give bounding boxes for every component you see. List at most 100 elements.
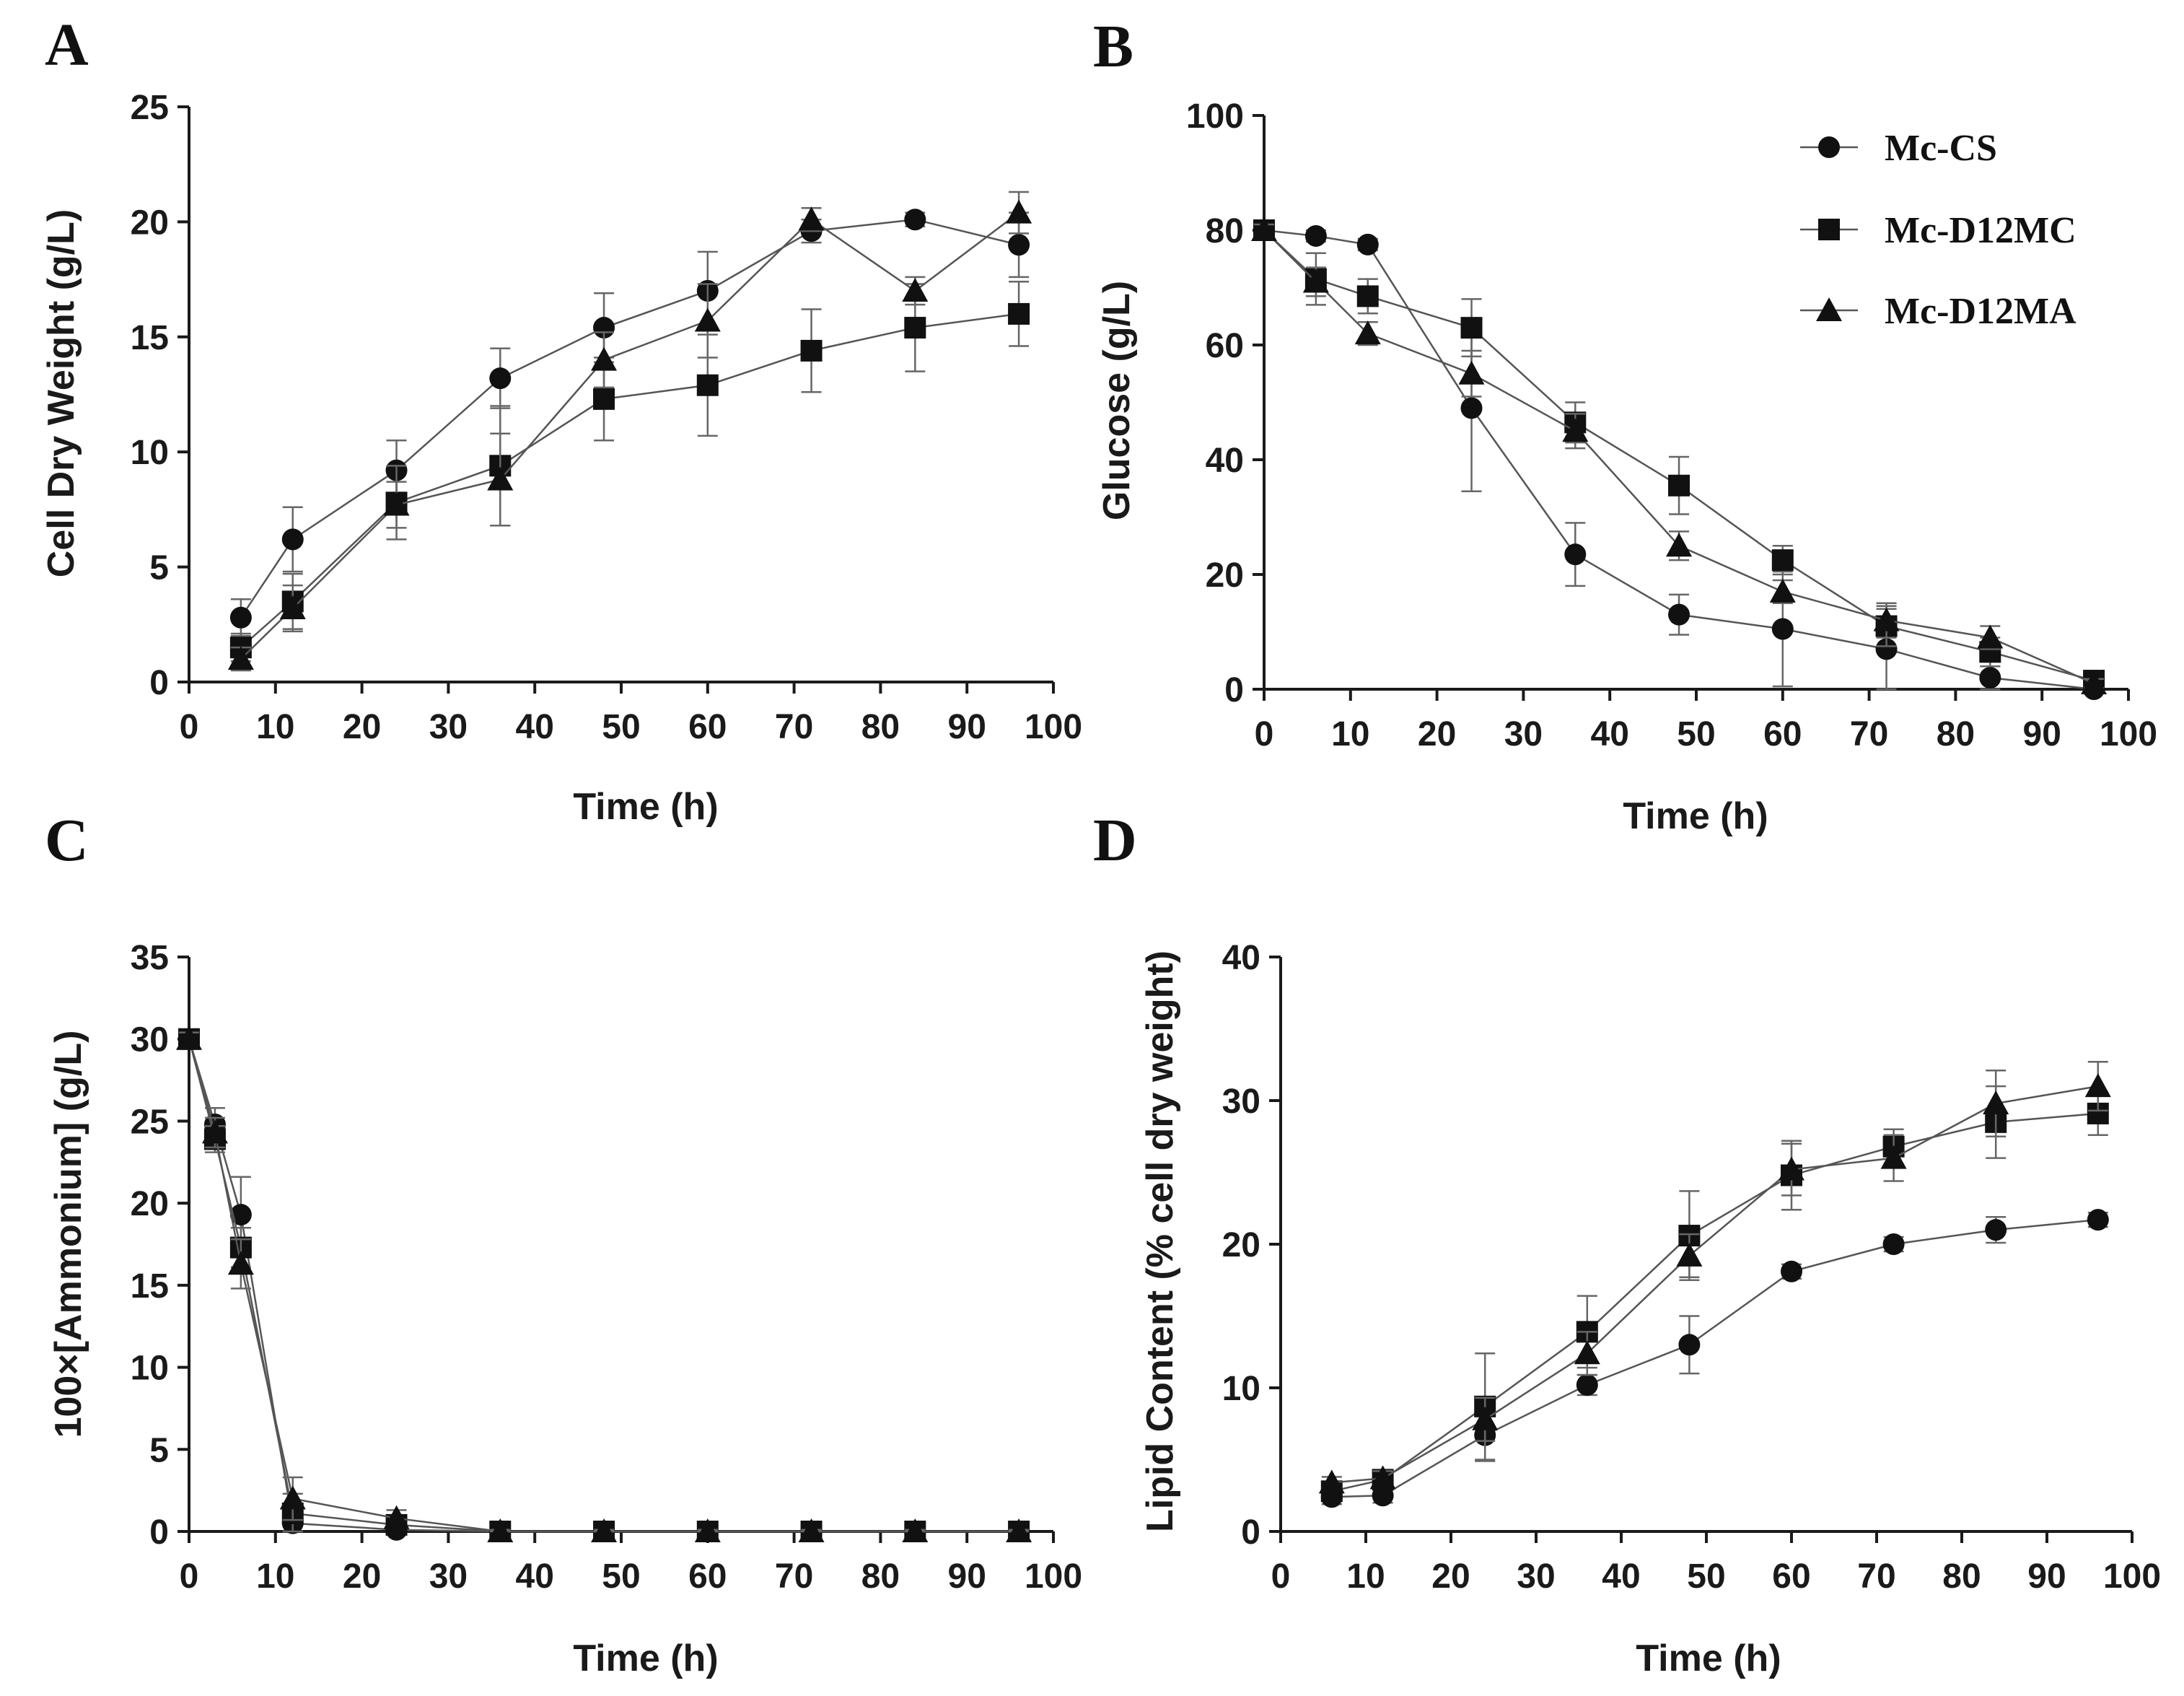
panel-d-data-point-mc-d12ma bbox=[1779, 1156, 1804, 1181]
panel-b-data-point-mc-cs bbox=[1979, 667, 2001, 689]
panel-b-data-point-mc-d12ma bbox=[1302, 268, 1329, 293]
panel-c-y-tick-label: 5 bbox=[149, 1431, 169, 1469]
panel-d-data-point-mc-d12ma bbox=[1574, 1340, 1600, 1365]
panel-c-x-tick-label: 90 bbox=[948, 1557, 986, 1596]
panel-b-data-point-mc-d12ma bbox=[2081, 670, 2108, 695]
panel-b-x-tick-label: 70 bbox=[1850, 715, 1888, 753]
panel-a-x-tick-label: 40 bbox=[516, 708, 554, 746]
panel-b-x-tick-label: 50 bbox=[1677, 715, 1715, 753]
panel-d-data-point-mc-d12ma bbox=[1318, 1469, 1345, 1494]
panel-a-y-tick-label: 25 bbox=[131, 89, 169, 127]
panel-b-x-tick-label: 20 bbox=[1418, 715, 1456, 753]
panel-d-plot-area: 0 10 20 30 40 50 60 70 80 90 100 0 10 20 30 40 bbox=[1222, 939, 2161, 1596]
panel-a-x-tick-label: 60 bbox=[688, 708, 727, 746]
panel-d-x-tick-label: 20 bbox=[1431, 1557, 1470, 1596]
panel-c-x-tick-label: 40 bbox=[516, 1557, 554, 1596]
panel-c-y-tick-label: 15 bbox=[131, 1267, 169, 1306]
panel-d-x-tick-label: 90 bbox=[2027, 1557, 2066, 1596]
panel-c-data-point-mc-d12ma bbox=[227, 1251, 254, 1275]
panel-a-x-tick-label: 100 bbox=[1025, 708, 1082, 746]
panel-a-x-tick-label: 70 bbox=[775, 708, 813, 746]
panel-d-data-point-mc-cs bbox=[2087, 1209, 2109, 1231]
panel-c-plot-area: 0 10 20 30 40 50 60 70 80 90 100 0 5 10 15 20 25 30 35 bbox=[131, 939, 1082, 1596]
panel-d-x-tick-label: 40 bbox=[1602, 1557, 1640, 1596]
panel-b-x-tick-label: 0 bbox=[1255, 715, 1274, 753]
panel-d-y-tick-label: 0 bbox=[1241, 1513, 1260, 1552]
panel-b-y-tick-label: 40 bbox=[1206, 442, 1244, 480]
panel-c-x-tick-label: 30 bbox=[429, 1557, 468, 1596]
panel-c-x-tick-label: 0 bbox=[180, 1557, 199, 1596]
panel-d-x-tick-label: 60 bbox=[1772, 1557, 1810, 1596]
legend-label-mc-cs: Mc-CS bbox=[1885, 128, 1997, 169]
panel-c-x-tick-label: 60 bbox=[688, 1557, 727, 1596]
panel-c-letter: C bbox=[45, 807, 89, 874]
panel-b-x-tick-label: 90 bbox=[2023, 715, 2061, 753]
panel-a-data-point-mc-cs bbox=[1008, 234, 1030, 256]
panel-b-data-point-mc-cs bbox=[1564, 543, 1587, 566]
panel-b-y-tick-label: 0 bbox=[1224, 671, 1244, 709]
panel-b-series-line-mc-d12ma bbox=[1263, 230, 2095, 685]
panel-b-series-line-mc-cs bbox=[1263, 229, 2095, 691]
panel-c-x-tick-label: 100 bbox=[1025, 1557, 1082, 1596]
panel-d-data-point-mc-d12ma bbox=[1676, 1242, 1703, 1267]
panel-b-y-tick-label: 20 bbox=[1206, 556, 1244, 595]
panel-c-y-tick-label: 0 bbox=[149, 1513, 169, 1552]
panel-a-x-tick-label: 50 bbox=[602, 708, 640, 746]
panel-a-x-tick-label: 0 bbox=[180, 708, 199, 746]
panel-d-y-axis-title: Lipid Content (% cell dry weight) bbox=[1139, 950, 1181, 1532]
legend-marker-mc-d12mc bbox=[1818, 219, 1840, 240]
panel-c-x-tick-label: 80 bbox=[861, 1557, 900, 1596]
panel-c-y-tick-label: 20 bbox=[131, 1185, 169, 1223]
panel-c-y-tick-label: 30 bbox=[131, 1021, 169, 1059]
panel-b-data-point-mc-d12ma bbox=[1769, 578, 1796, 603]
panel-a-data-point-mc-d12mc bbox=[696, 374, 719, 396]
panel-b-y-tick-label: 100 bbox=[1186, 97, 1244, 136]
panel-d-y-tick-label: 40 bbox=[1222, 939, 1260, 977]
panel-a-data-point-mc-cs bbox=[489, 367, 512, 390]
panel-b-x-tick-label: 100 bbox=[2100, 715, 2157, 753]
panel-b-y-tick-label: 80 bbox=[1206, 212, 1244, 250]
legend-marker-mc-d12ma bbox=[1816, 297, 1842, 321]
panel-d-x-tick-label: 10 bbox=[1346, 1557, 1385, 1596]
panel-c-y-tick-label: 10 bbox=[131, 1350, 169, 1388]
panel-d-x-tick-label: 30 bbox=[1517, 1557, 1555, 1596]
panel-b-data-point-mc-cs bbox=[1356, 233, 1379, 255]
panel-c-data-point-mc-d12ma bbox=[1006, 1518, 1032, 1542]
panel-a-x-tick-label: 90 bbox=[948, 708, 986, 746]
panel-d-data-point-mc-d12ma bbox=[1472, 1406, 1499, 1430]
panel-c-x-tick-label: 20 bbox=[343, 1557, 381, 1596]
panel-a-y-tick-label: 0 bbox=[149, 664, 169, 702]
panel-a-x-axis-title: Time (h) bbox=[573, 786, 718, 828]
panel-a-x-tick-label: 30 bbox=[429, 708, 468, 746]
panel-a-y-tick-label: 10 bbox=[131, 434, 169, 472]
panel-a-data-point-mc-d12mc bbox=[1008, 302, 1030, 325]
legend-marker-mc-cs bbox=[1818, 136, 1840, 158]
panel-b-series-line-mc-d12mc bbox=[1263, 230, 2095, 682]
panel-d-x-axis-title: Time (h) bbox=[1636, 1638, 1781, 1679]
panel-a-data-point-mc-d12ma bbox=[694, 307, 721, 332]
panel-c-data-point-mc-d12ma bbox=[487, 1518, 514, 1542]
panel-a-data-point-mc-cs bbox=[904, 209, 926, 231]
panel-b-data-point-mc-d12ma bbox=[1354, 320, 1381, 345]
panel-d-data-point-mc-cs bbox=[1678, 1334, 1701, 1356]
panel-b-data-point-mc-d12mc bbox=[1771, 549, 1794, 572]
panel-d-x-tick-label: 70 bbox=[1857, 1557, 1895, 1596]
panel-a: A Time (h) Cell Dry Weight (g/L) 0 10 20 30… bbox=[40, 12, 1082, 828]
panel-c-y-tick-label: 35 bbox=[131, 939, 169, 977]
panel-b-x-axis-title: Time (h) bbox=[1623, 795, 1768, 837]
panel-b-data-point-mc-d12ma bbox=[1251, 217, 1277, 241]
panel-c-x-tick-label: 50 bbox=[602, 1557, 640, 1596]
panel-a-y-axis-title: Cell Dry Weight (g/L) bbox=[40, 209, 82, 577]
panel-b-data-point-mc-cs bbox=[1771, 618, 1794, 640]
panel-a-y-tick-label: 15 bbox=[131, 319, 169, 357]
panel-b-y-axis-title: Glucose (g/L) bbox=[1096, 281, 1138, 520]
panel-a-data-point-mc-d12mc bbox=[904, 317, 926, 339]
panel-c-data-point-mc-d12ma bbox=[798, 1518, 825, 1542]
panel-a-x-tick-label: 20 bbox=[343, 708, 381, 746]
panel-b-x-tick-label: 40 bbox=[1591, 715, 1629, 753]
panel-c-data-point-mc-d12ma bbox=[383, 1505, 410, 1529]
panel-b-data-point-mc-d12ma bbox=[1458, 360, 1485, 385]
panel-b-data-point-mc-d12mc bbox=[1668, 474, 1690, 497]
panel-c-x-tick-label: 70 bbox=[775, 1557, 813, 1596]
